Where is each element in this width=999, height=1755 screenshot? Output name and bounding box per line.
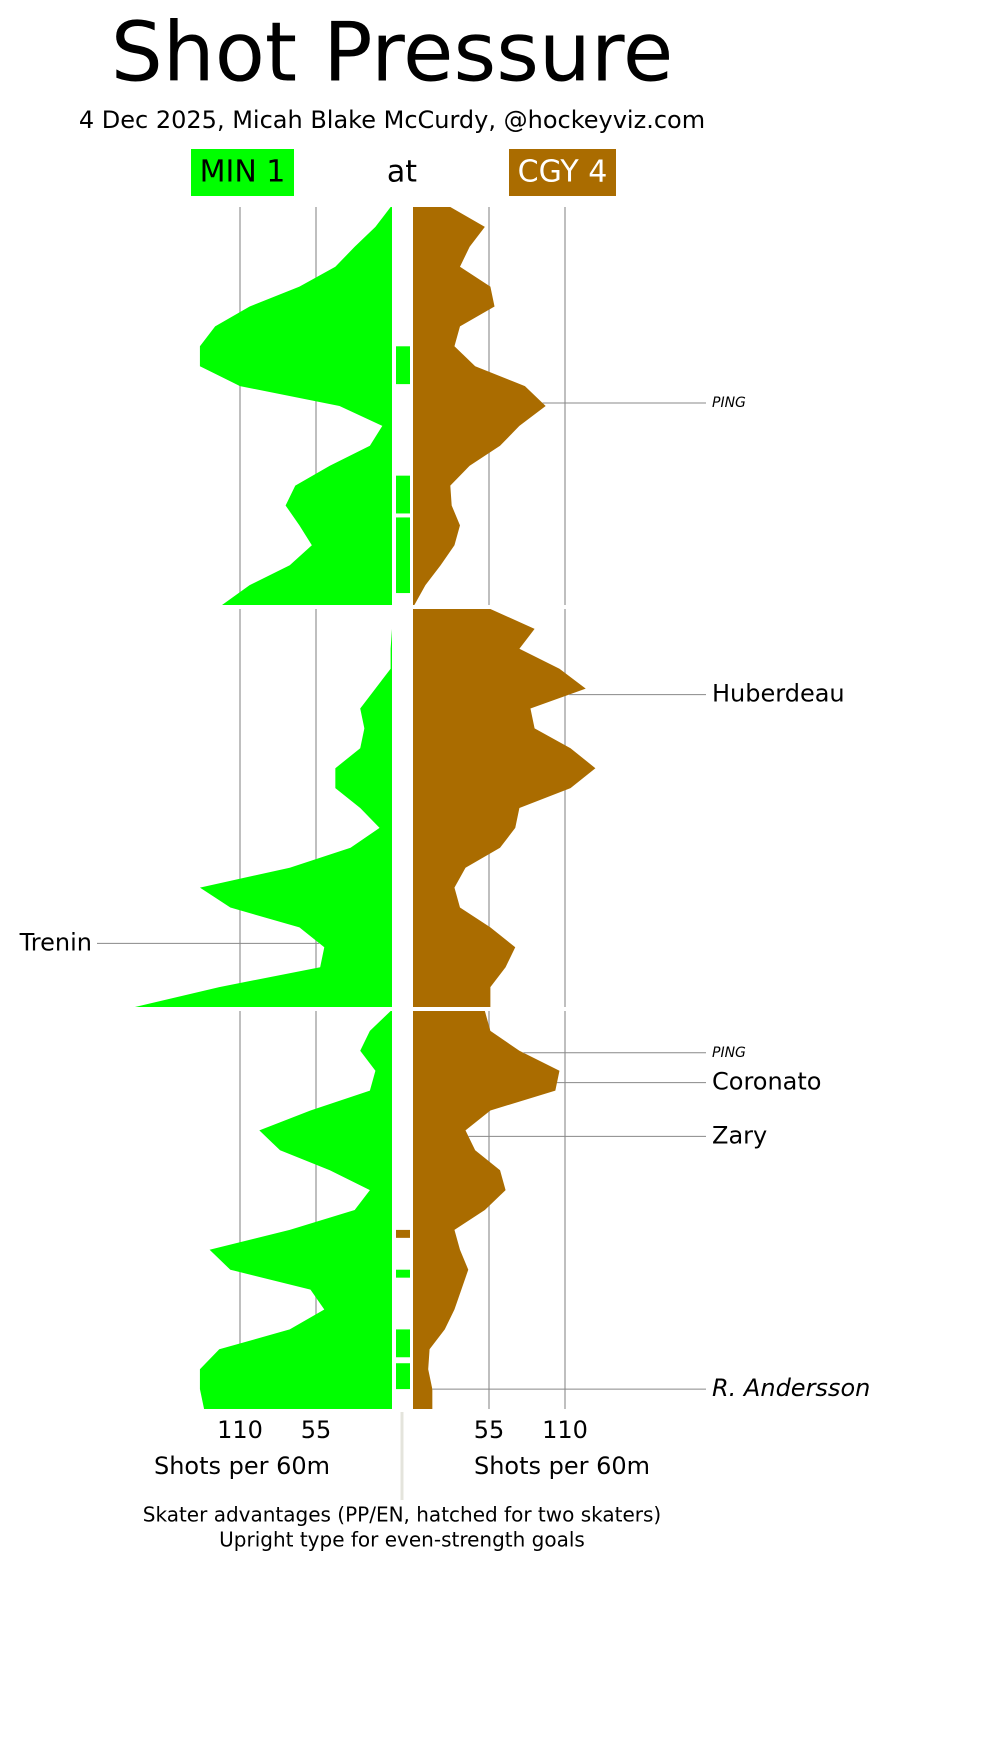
chart-subtitle: 4 Dec 2025, Micah Blake McCurdy, @hockey… xyxy=(79,106,705,134)
pressure-area xyxy=(413,1011,560,1409)
pressure-area xyxy=(199,207,392,605)
goal-label: Zary xyxy=(712,1121,767,1149)
advantage-bar xyxy=(396,1363,410,1390)
note: Skater advantages (PP/EN, hatched for tw… xyxy=(143,1503,661,1527)
advantage-bar xyxy=(396,1269,410,1278)
axis-label: Shots per 60m xyxy=(474,1452,650,1480)
tick-label: 55 xyxy=(301,1416,332,1444)
team-label: MIN 1 xyxy=(200,155,286,190)
advantage-bar xyxy=(396,346,410,385)
goal-label: Huberdeau xyxy=(712,680,845,708)
pressure-area xyxy=(134,609,392,1007)
tick-label: 110 xyxy=(217,1416,263,1444)
chart-title: Shot Pressure xyxy=(111,5,674,100)
advantage-bar xyxy=(396,475,410,514)
goal-label: R. Andersson xyxy=(712,1374,870,1402)
tick-label: 110 xyxy=(542,1416,588,1444)
goal-label: PING xyxy=(712,1045,746,1061)
tick-label: 55 xyxy=(474,1416,505,1444)
pressure-area xyxy=(413,207,546,605)
team-box xyxy=(509,149,616,196)
goal-label: Trenin xyxy=(19,928,92,956)
pressure-area xyxy=(413,609,596,1007)
advantage-bar xyxy=(396,1229,410,1238)
goal-label: PING xyxy=(712,395,746,411)
team-box xyxy=(191,149,294,196)
connector: at xyxy=(387,155,417,190)
team-label: CGY 4 xyxy=(518,155,608,190)
axis-label: Shots per 60m xyxy=(154,1452,330,1480)
advantage-bar xyxy=(396,517,410,594)
advantage-bar xyxy=(396,1329,410,1358)
pressure-area xyxy=(199,1011,392,1409)
note: Upright type for even-strength goals xyxy=(219,1528,585,1552)
goal-label: Coronato xyxy=(712,1068,821,1096)
